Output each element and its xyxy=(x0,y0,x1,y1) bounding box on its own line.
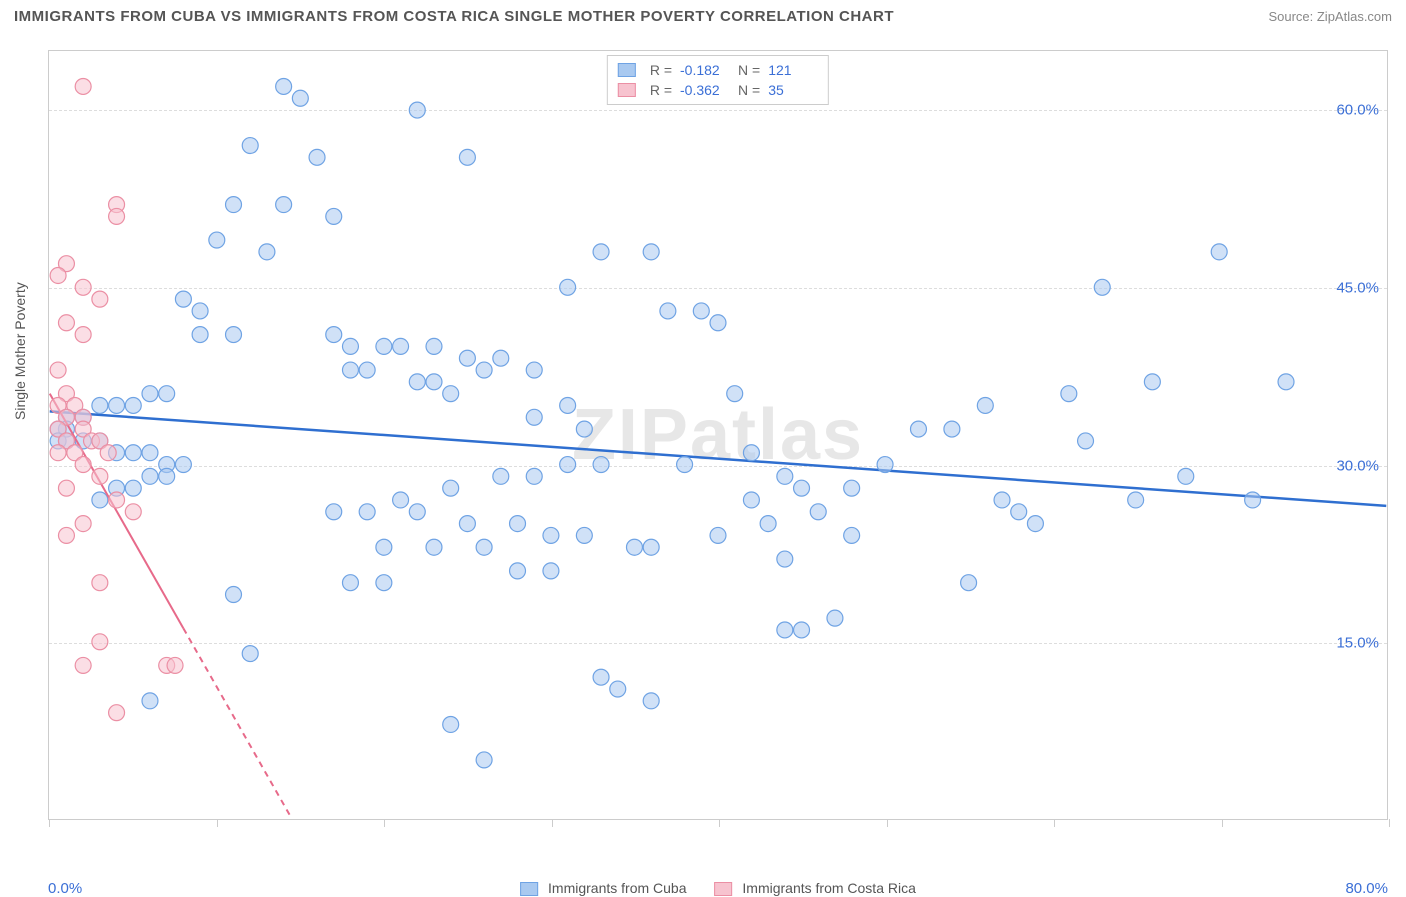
swatch-pink-icon xyxy=(715,882,733,896)
chart-header: IMMIGRANTS FROM CUBA VS IMMIGRANTS FROM … xyxy=(0,0,1406,33)
correlation-legend: R = -0.182 N = 121 R = -0.362 N = 35 xyxy=(607,55,829,105)
chart-source: Source: ZipAtlas.com xyxy=(1268,9,1392,24)
x-tick xyxy=(1222,819,1223,827)
legend-item-cuba: Immigrants from Cuba xyxy=(520,880,686,896)
swatch-pink-icon xyxy=(618,83,636,97)
swatch-blue-icon xyxy=(520,882,538,896)
x-tick xyxy=(1389,819,1390,827)
legend-row-cuba: R = -0.182 N = 121 xyxy=(618,60,818,80)
swatch-blue-icon xyxy=(618,63,636,77)
legend-item-costarica: Immigrants from Costa Rica xyxy=(715,880,916,896)
chart-title: IMMIGRANTS FROM CUBA VS IMMIGRANTS FROM … xyxy=(14,8,894,25)
series-legend: Immigrants from Cuba Immigrants from Cos… xyxy=(520,880,916,896)
plot-area: ZIPatlas R = -0.182 N = 121 R = -0.362 N… xyxy=(48,50,1388,820)
scatter-svg xyxy=(49,51,1387,819)
x-tick xyxy=(384,819,385,827)
x-tick xyxy=(1054,819,1055,827)
y-axis-label: Single Mother Poverty xyxy=(12,282,28,420)
x-tick xyxy=(49,819,50,827)
x-tick xyxy=(719,819,720,827)
legend-row-costarica: R = -0.362 N = 35 xyxy=(618,80,818,100)
x-max-label: 80.0% xyxy=(1345,880,1388,897)
x-tick xyxy=(552,819,553,827)
x-min-label: 0.0% xyxy=(48,880,82,897)
x-tick xyxy=(887,819,888,827)
x-tick xyxy=(217,819,218,827)
